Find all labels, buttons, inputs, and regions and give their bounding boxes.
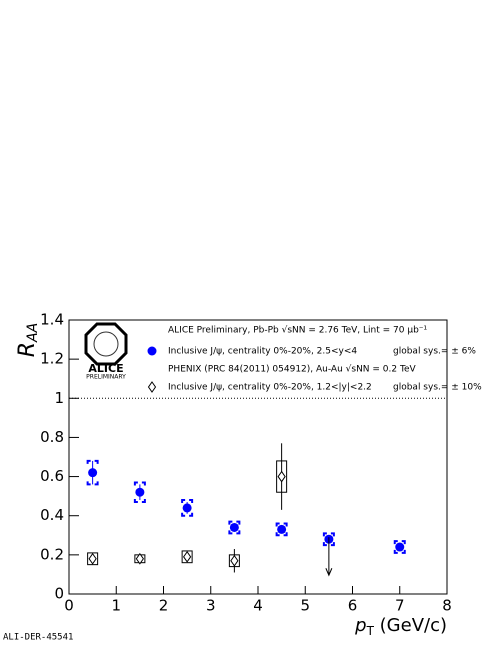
data-point [395,542,405,552]
x-tick-label: 4 [253,597,263,615]
y-label-main: R [15,342,40,357]
y-label-sub: AA [25,323,41,343]
data-point [229,522,239,532]
legend-header: ALICE Preliminary, Pb-Pb √sNN = 2.76 TeV… [168,325,428,336]
x-tick-label: 6 [348,597,358,615]
x-tick-label: 0 [64,597,74,615]
legend-label: Inclusive J/ψ, centrality 0%-20%, 1.2<|y… [168,383,372,393]
sys-box [181,499,194,517]
y-tick-label: 1.2 [40,350,64,368]
upper-limit [325,537,333,577]
legend-global-sys: global sys.= ± 6% [393,347,476,357]
x-label-sub: T [366,624,375,638]
watermark: ALI-DER-45541 [3,633,73,643]
data-point [135,487,145,497]
sys-box [322,532,335,547]
data-point [135,552,144,565]
x-tick-label: 5 [300,597,310,615]
sys-box [228,520,241,535]
legend-label: Inclusive J/ψ, centrality 0%-20%, 2.5<y<… [168,347,357,357]
sys-box [133,481,146,504]
y-tick-label: 0.6 [40,467,64,485]
x-tick-label: 7 [395,597,405,615]
y-tick-label: 1 [54,389,64,407]
x-tick-label: 1 [111,597,121,615]
plot-frame [68,319,448,595]
data-point [183,550,192,563]
sys-box [86,459,99,486]
y-tick-label: 0.2 [40,545,64,563]
x-label-unit: (GeV/c) [374,615,447,636]
x-label-main: p [354,615,366,636]
x-tick-label: 8 [442,597,452,615]
data-point [277,470,286,483]
data-point [277,524,287,534]
x-tick-label: 2 [159,597,169,615]
data-point [88,468,98,478]
x-tick-label: 3 [206,597,216,615]
legend-marker [147,346,157,356]
legend-global-sys: global sys.= ± 10% [393,383,482,393]
data-point [182,503,192,513]
x-axis-label: pT (GeV/c) [354,615,447,638]
logo-name: ALICE [88,362,123,375]
legend-marker [147,381,157,393]
logo-tag: PRELIMINARY [86,374,126,381]
legend-header: PHENIX (PRC 84(2011) 054912), Au-Au √sNN… [168,364,416,375]
sys-box [275,522,288,537]
data-point [230,554,239,567]
y-tick-label: 0.8 [40,428,64,446]
data-point [88,552,97,565]
sys-box [393,540,406,554]
y-tick-label: 0.4 [40,506,64,524]
logo: ALICE PRELIMINARY [84,322,128,381]
y-tick-label: 0 [54,585,64,603]
y-axis-label: RAA [15,323,41,357]
y-tick-label: 1.4 [40,311,64,329]
